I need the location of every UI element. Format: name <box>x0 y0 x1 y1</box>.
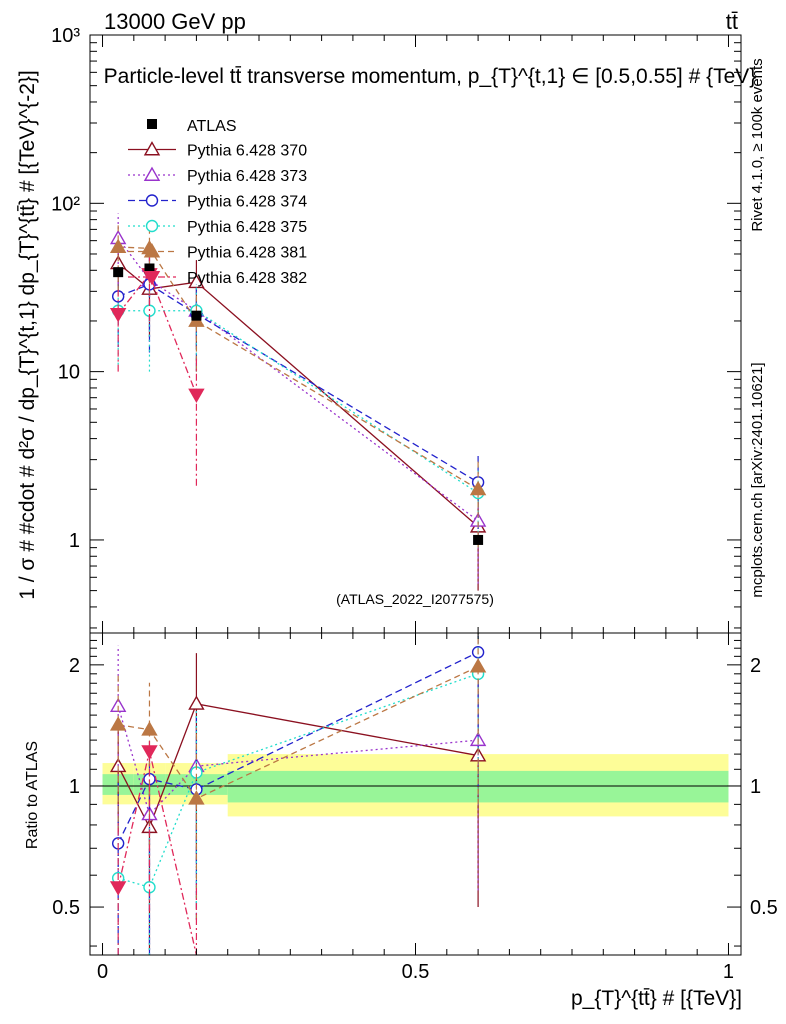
legend-marker-atlas <box>147 119 157 129</box>
legend-label: Pythia 6.428 373 <box>187 168 307 185</box>
x-tick-label: 0 <box>97 961 108 983</box>
legend: ATLAS Pythia 6.428 370 Pythia 6.428 373 Pyt… <box>128 118 307 287</box>
ratio-point <box>469 658 487 673</box>
legend-label: Pythia 6.428 381 <box>187 245 307 262</box>
data-point <box>469 480 487 496</box>
y-tick-label: 1 <box>69 530 80 552</box>
ratio-tick-label-right: 1 <box>750 776 761 798</box>
ratio-point <box>109 716 127 731</box>
atlas-point <box>113 267 124 278</box>
ratio-y-axis-label: Ratio to ATLAS <box>24 741 41 849</box>
legend-marker <box>143 141 161 156</box>
legend-label: Pythia 6.428 374 <box>187 194 307 211</box>
ratio-series-line <box>117 651 479 844</box>
energy-label: 13000 GeV pp <box>104 9 246 34</box>
legend-marker <box>143 243 161 258</box>
ratio-tick-label: 0.5 <box>52 897 80 919</box>
legend-marker <box>145 219 159 233</box>
ratio-tick-label-right: 0.5 <box>750 897 778 919</box>
process-label: tt̄ <box>726 9 738 34</box>
series-line <box>117 237 479 522</box>
series-0 <box>109 245 487 591</box>
series-line <box>118 246 479 490</box>
data-point <box>188 273 205 289</box>
ratio-tick-label-right: 2 <box>750 655 761 677</box>
series-3 <box>111 280 485 548</box>
data-point <box>188 388 205 404</box>
series-line <box>117 283 479 483</box>
ratio-point <box>141 745 158 760</box>
ratio-panel: 0 0.5 1 0.5 0.5 1 1 2 2 <box>52 632 778 983</box>
ratio-series-line <box>117 673 479 889</box>
series-line <box>117 262 479 528</box>
x-axis-label: p_{T}^{tt̄} # [{TeV}] <box>571 987 742 1010</box>
x-tick-label: 0.5 <box>402 961 430 983</box>
analysis-id: (ATLAS_2022_I2077575) <box>336 591 494 607</box>
ratio-series-5 <box>109 741 198 956</box>
legend-label: Pythia 6.428 375 <box>187 219 307 236</box>
y-tick-label: 10² <box>51 193 80 215</box>
atlas-point <box>473 534 484 545</box>
ratio-tick-label: 2 <box>69 655 80 677</box>
rivet-watermark: Rivet 4.1.0, ≥ 100k events <box>749 58 766 231</box>
y-tick-label: 10³ <box>51 25 80 47</box>
data-point <box>109 238 127 253</box>
atlas-data <box>113 263 484 545</box>
legend-label: Pythia 6.428 382 <box>187 270 307 287</box>
ratio-series-line <box>117 703 479 829</box>
ratio-point <box>109 881 127 896</box>
ratio-series-line <box>118 666 479 800</box>
y-axis-label: 1 / σ # #cdot # d²σ / dp_{T}^{t,1} dp_{T… <box>16 70 39 600</box>
y-tick-label: 10 <box>58 362 80 384</box>
ratio-point <box>188 695 205 710</box>
legend-marker <box>145 194 159 207</box>
legend-label: Pythia 6.428 370 <box>187 143 307 160</box>
legend-marker <box>143 271 161 286</box>
series-2 <box>111 256 485 540</box>
ratio-point <box>188 790 205 805</box>
mcplots-watermark: mcplots.cern.ch [arXiv:2401.10621] <box>749 362 766 597</box>
ratio-series-line <box>117 705 479 816</box>
data-point <box>109 308 127 323</box>
atlas-point <box>144 263 155 274</box>
legend-marker <box>143 166 161 181</box>
atlas-point <box>191 310 202 321</box>
ratio-point <box>141 721 158 736</box>
plot-title: Particle-level tt̄ transverse momentum, … <box>104 65 757 88</box>
series-line <box>118 310 479 494</box>
x-tick-label: 1 <box>723 961 734 983</box>
main-panel: 1 10 10² 10³ <box>51 25 742 634</box>
ratio-tick-label: 1 <box>69 776 80 798</box>
legend-label-atlas: ATLAS <box>187 118 237 135</box>
